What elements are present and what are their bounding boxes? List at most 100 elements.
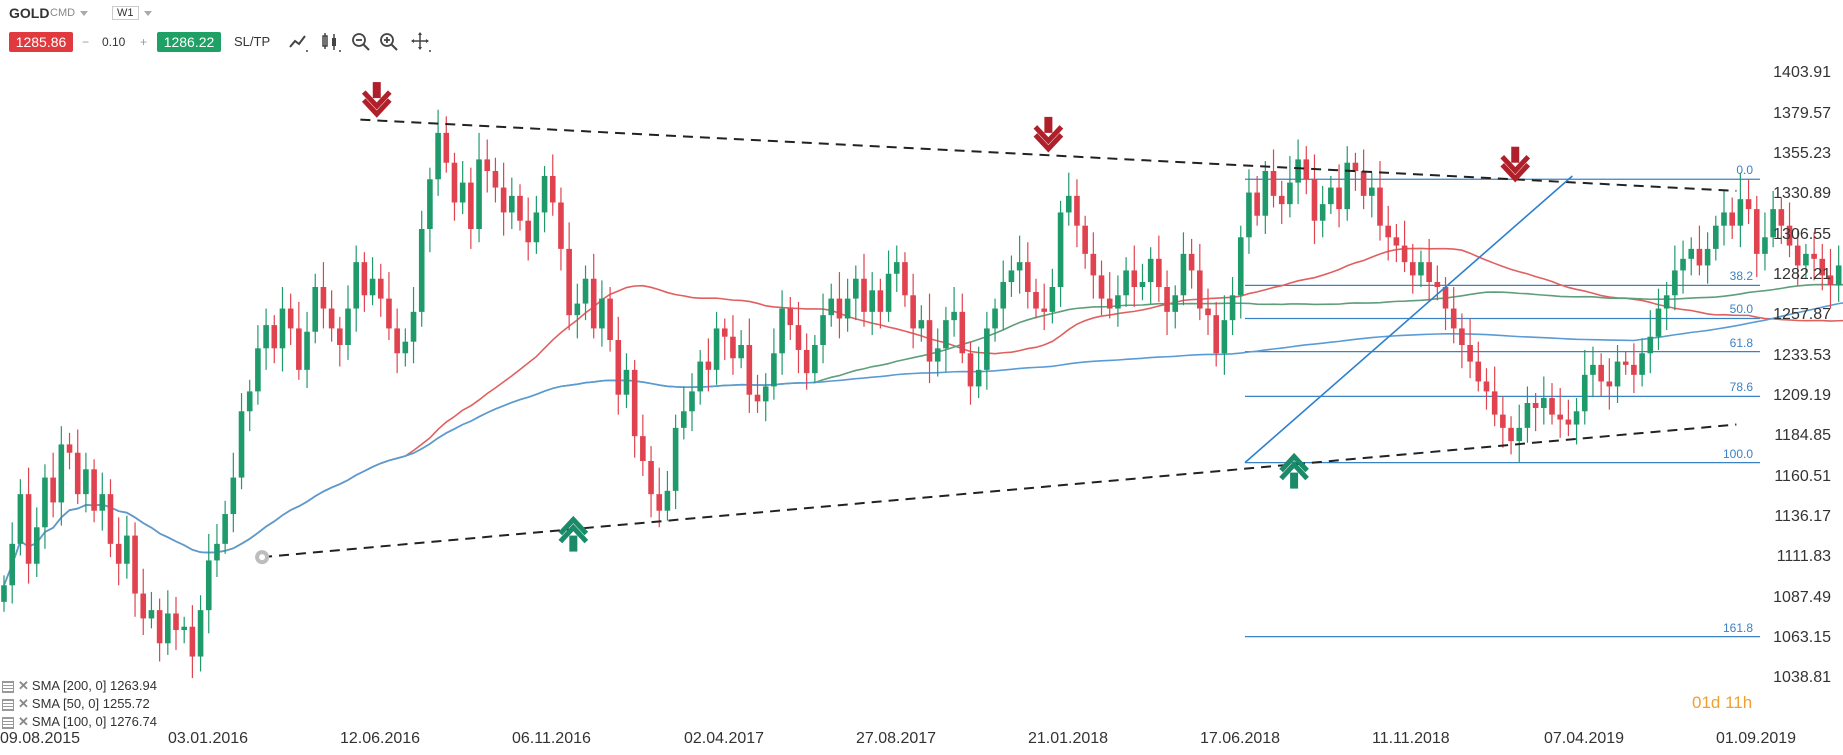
timeframe-label: W1 [112,6,139,20]
candle [1770,190,1776,248]
candle [287,293,294,345]
indicator-sma100[interactable]: ✕ SMA [100, 0] 1276.74 [2,714,157,730]
price-tick-label: 1233.53 [1773,346,1831,364]
candle [1418,250,1424,287]
symbol-label[interactable]: GOLD [9,5,50,21]
candle [1164,270,1170,336]
candle [1049,268,1056,324]
candle [951,287,957,337]
candle [828,283,835,327]
candle [1377,161,1383,241]
sma200-line [3,302,1843,586]
candle [1647,310,1654,374]
candle [337,316,343,367]
candle [1139,263,1146,301]
timeframe-dropdown[interactable]: W1 [112,4,152,22]
settings-icon[interactable] [2,716,14,729]
candle [312,273,319,344]
price-tick-label: 1160.51 [1774,467,1831,485]
sell-button[interactable]: 1285.86 [9,32,73,52]
candle [1270,149,1277,208]
candle [607,287,613,352]
price-tick-label: 1257.87 [1773,306,1831,324]
candle [1778,197,1785,244]
candle [107,479,114,558]
candle [631,359,638,458]
candle [820,293,826,364]
candle [721,318,728,360]
candle [246,379,253,432]
zoom-out-icon[interactable] [350,31,372,53]
line-chart-icon[interactable] [288,31,310,53]
candle [1680,240,1686,294]
candle [205,533,212,634]
candle [1753,195,1760,278]
sltp-button[interactable]: SL/TP [234,34,271,49]
chart-toolbar: GOLD CMD W1 [0,0,700,26]
quantity-stepper[interactable]: − 0.10 + [78,32,154,52]
candlestick-icon[interactable] [320,31,342,53]
candle [681,386,687,440]
candle [975,346,982,399]
candle [877,278,884,329]
candle [918,305,925,342]
price-tick-label: 1282.21 [1773,266,1831,284]
candle [795,301,802,374]
candle [1369,172,1375,218]
candle [582,265,589,321]
candle [664,470,671,521]
candle [1025,242,1031,309]
buy-button[interactable]: 1286.22 [157,32,221,52]
price-tick-label: 1038.81 [1773,669,1831,687]
candle [566,222,572,331]
candle [238,393,245,490]
date-tick-label: 21.01.2018 [1028,730,1109,747]
candle [377,263,384,317]
increase-button[interactable]: + [140,35,148,49]
crosshair-icon[interactable] [410,31,432,53]
candle [902,252,908,307]
close-icon[interactable]: ✕ [18,696,29,711]
candle [222,500,228,554]
candle [893,245,900,292]
candle [590,253,597,339]
candle [1008,255,1015,297]
candle [9,522,15,604]
zoom-in-icon[interactable] [378,31,400,53]
candle [1663,282,1670,331]
settings-icon[interactable] [2,680,14,693]
candle [468,167,474,249]
candle [1172,285,1179,329]
fib-level-label: 100.0 [1722,446,1753,461]
settings-icon[interactable] [2,698,14,711]
chevron-down-icon [80,10,89,16]
candle [189,605,196,679]
quantity-value[interactable]: 0.10 [102,35,126,49]
candle [484,139,491,193]
candle [214,523,220,577]
candle [1237,225,1244,319]
close-icon[interactable]: ✕ [18,714,29,729]
close-icon[interactable]: ✕ [18,678,29,693]
candle [672,414,679,510]
candle [1819,243,1826,291]
price-tick-label: 1330.89 [1773,185,1831,203]
decrease-button[interactable]: − [82,35,90,49]
instrument-type-dropdown[interactable]: CMD [50,4,89,22]
candle [410,287,417,364]
candle [304,311,310,389]
indicator-sma50[interactable]: ✕ SMA [50, 0] 1255.72 [2,696,150,712]
candle [1352,152,1359,191]
candle [1213,301,1219,367]
candle [558,187,564,271]
candle [1606,358,1613,410]
candle [640,414,646,476]
candle [697,349,703,405]
candle [1835,245,1842,302]
indicator-sma200[interactable]: ✕ SMA [200, 0] 1263.94 [2,678,157,694]
candle [279,287,286,372]
candle [1483,368,1490,410]
candle [1057,200,1064,307]
fib-trend-line [1244,175,1573,464]
